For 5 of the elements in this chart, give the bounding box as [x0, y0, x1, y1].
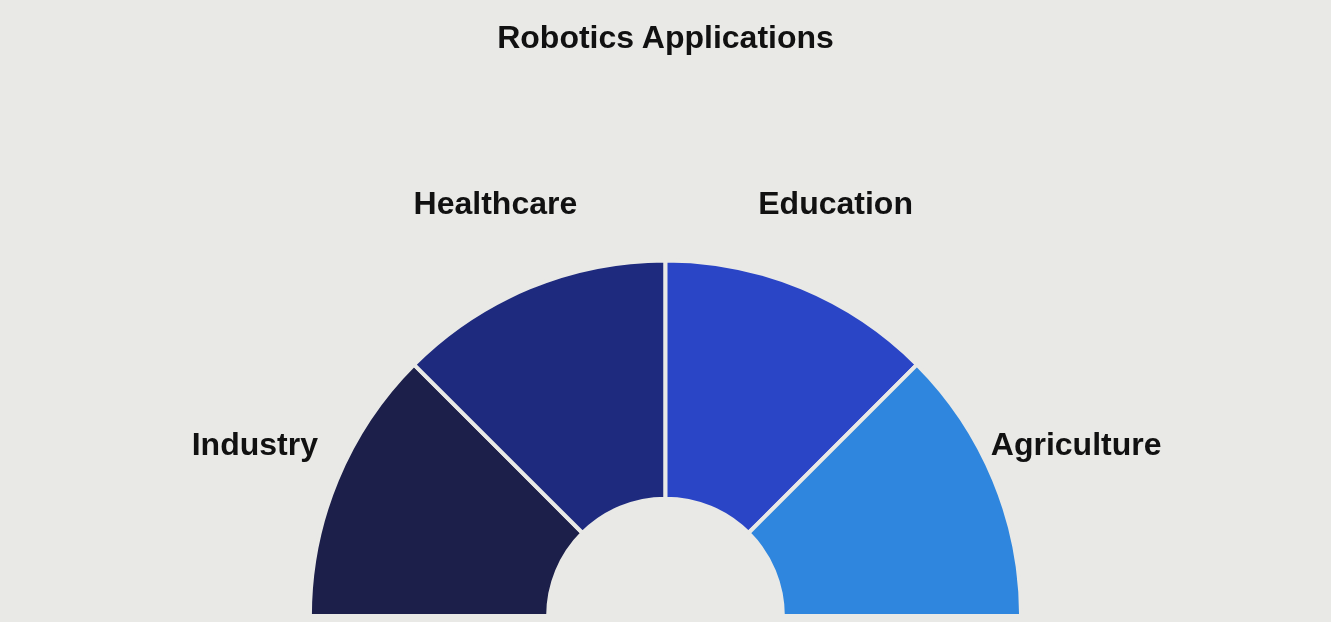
slice-label: Healthcare	[413, 185, 578, 222]
slice-label: Agriculture	[990, 425, 1162, 462]
slice-label: Industry	[191, 425, 319, 462]
slice-label: Education	[758, 185, 913, 222]
chart-title: Robotics Applications	[497, 19, 834, 56]
